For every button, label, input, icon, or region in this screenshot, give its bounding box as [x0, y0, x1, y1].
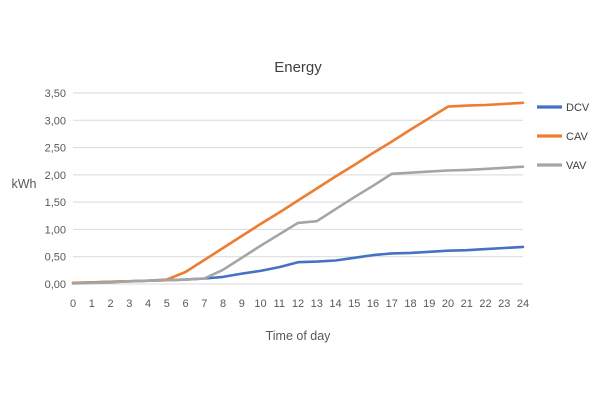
- y-tick-label: 0,00: [45, 279, 66, 291]
- legend-item-cav: CAV: [537, 131, 588, 143]
- y-tick-label: 1,00: [45, 224, 66, 236]
- x-axis-tick-labels: 0 1 2 3 4 5 6 7 8 9 10 11 12 13 14 15 16 17 18 19 20 21 22 23 24: [70, 298, 529, 310]
- x-tick-label: 0: [70, 298, 76, 310]
- x-tick-label: 5: [164, 298, 170, 310]
- gridlines: [73, 92, 523, 285]
- x-tick-label: 19: [423, 298, 435, 310]
- series-line-vav: [71, 165, 525, 285]
- legend-item-dcv: DCV: [537, 102, 590, 114]
- x-tick-label: 16: [367, 298, 379, 310]
- x-tick-label: 6: [182, 298, 188, 310]
- x-tick-label: 20: [442, 298, 454, 310]
- x-tick-label: 17: [386, 298, 398, 310]
- chart-title: Energy: [274, 59, 322, 76]
- series-line-dcv: [71, 245, 525, 285]
- x-tick-label: 24: [517, 298, 529, 310]
- x-tick-label: 2: [107, 298, 113, 310]
- x-tick-label: 8: [220, 298, 226, 310]
- y-tick-label: 3,50: [45, 88, 66, 100]
- y-axis-title: kWh: [12, 177, 37, 191]
- x-tick-label: 1: [89, 298, 95, 310]
- legend-item-vav: VAV: [537, 160, 587, 172]
- y-axis-tick-labels: 0,00 0,50 1,00 1,50 2,00 2,50 3,00 3,50: [45, 88, 66, 291]
- series-lines: [71, 101, 525, 285]
- x-tick-label: 13: [311, 298, 323, 310]
- x-tick-label: 3: [126, 298, 132, 310]
- x-tick-label: 22: [479, 298, 491, 310]
- x-tick-label: 23: [498, 298, 510, 310]
- x-tick-label: 11: [274, 298, 285, 310]
- x-tick-label: 12: [292, 298, 304, 310]
- x-tick-label: 10: [254, 298, 266, 310]
- y-tick-label: 2,50: [45, 143, 66, 155]
- x-tick-label: 14: [329, 298, 341, 310]
- legend-label: CAV: [566, 131, 588, 143]
- x-tick-label: 21: [461, 298, 473, 310]
- series-line-cav: [71, 101, 525, 285]
- y-tick-label: 0,50: [45, 252, 66, 264]
- x-tick-label: 4: [145, 298, 151, 310]
- x-tick-label: 15: [348, 298, 360, 310]
- y-tick-label: 1,50: [45, 197, 66, 209]
- y-tick-label: 3,00: [45, 115, 66, 127]
- x-tick-label: 7: [201, 298, 207, 310]
- y-tick-label: 2,00: [45, 170, 66, 182]
- legend-label: DCV: [566, 102, 590, 114]
- legend-label: VAV: [566, 160, 587, 172]
- legend: DCV CAV VAV: [537, 102, 590, 172]
- x-tick-label: 9: [239, 298, 245, 310]
- x-tick-label: 18: [404, 298, 416, 310]
- x-axis-title: Time of day: [266, 329, 332, 343]
